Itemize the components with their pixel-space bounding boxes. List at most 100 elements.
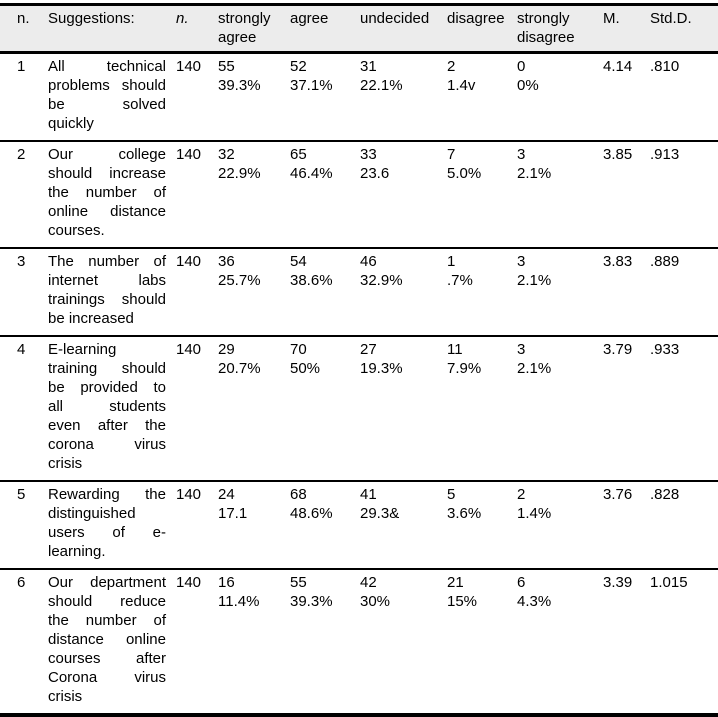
suggestions-statistics-table: n. Suggestions: n. strongly agree agree … <box>0 3 718 717</box>
percent-value: 20.7% <box>218 360 261 377</box>
header-stddev: Std.D. <box>650 10 692 27</box>
stddev-value: 1.015 <box>650 574 688 591</box>
stddev-value: .810 <box>650 58 680 75</box>
percent-value: 4.3% <box>517 593 552 610</box>
count-value: 29 <box>218 341 235 358</box>
table-row: 5 Rewarding the distinguished users of e-l… <box>0 481 718 569</box>
percent-value: 2.1% <box>517 272 552 289</box>
count-value: 3 <box>517 253 526 270</box>
percent-value: 19.3% <box>360 360 403 377</box>
strongly-disagree-cell: 0 0% <box>514 53 600 142</box>
percent-value: 23.6 <box>360 165 390 182</box>
count-value: 31 <box>360 58 377 75</box>
mean-value: 3.83 <box>603 253 633 270</box>
percent-value: 46.4% <box>290 165 333 182</box>
strongly-disagree-cell: 2 1.4% <box>514 481 600 569</box>
percent-value: 22.9% <box>218 165 261 182</box>
table-row: 4 E-learning training should be provided t… <box>0 336 718 481</box>
count-value: 0 <box>517 58 526 75</box>
undecided-cell: 31 22.1% <box>357 53 444 142</box>
count-value: 3 <box>517 341 526 358</box>
percent-value: 2.1% <box>517 165 552 182</box>
suggestion-text: Our department should reduce the number of… <box>48 574 166 705</box>
undecided-cell: 46 32.9% <box>357 248 444 336</box>
count-value: 33 <box>360 146 377 163</box>
count-value: 55 <box>218 58 235 75</box>
strongly-disagree-cell: 3 2.1% <box>514 248 600 336</box>
stddev-value: .933 <box>650 341 680 358</box>
disagree-cell: 2 1.4v <box>444 53 514 142</box>
count-value: 1 <box>447 253 456 270</box>
suggestion-text: E-learning training should be provided to a… <box>48 341 166 472</box>
count-value: 55 <box>290 574 307 591</box>
count-value: 5 <box>447 486 456 503</box>
strongly-agree-cell: 32 22.9% <box>215 141 287 248</box>
percent-value: 0% <box>517 77 539 94</box>
percent-value: 2.1% <box>517 360 552 377</box>
count-value: 65 <box>290 146 307 163</box>
sample-size: 140 <box>176 341 202 358</box>
row-number: 5 <box>17 486 26 503</box>
header-sample-size: n. <box>176 10 189 27</box>
strongly-disagree-cell: 3 2.1% <box>514 336 600 481</box>
strongly-disagree-cell: 3 2.1% <box>514 141 600 248</box>
sample-size: 140 <box>176 146 202 163</box>
percent-value: 39.3% <box>218 77 261 94</box>
sample-size: 140 <box>176 58 202 75</box>
strongly-agree-cell: 36 25.7% <box>215 248 287 336</box>
percent-value: 37.1% <box>290 77 333 94</box>
mean-value: 3.79 <box>603 341 633 358</box>
table-row: 6 Our department should reduce the number … <box>0 569 718 715</box>
table-row: 2 Our college should increase the number o… <box>0 141 718 248</box>
percent-value: 39.3% <box>290 593 333 610</box>
percent-value: .7% <box>447 272 473 289</box>
agree-cell: 70 50% <box>287 336 357 481</box>
percent-value: 15% <box>447 593 478 610</box>
count-value: 32 <box>218 146 235 163</box>
mean-value: 3.76 <box>603 486 633 503</box>
percent-value: 29.3& <box>360 505 400 522</box>
percent-value: 11.4% <box>218 593 260 610</box>
header-strongly-disagree: strongly disagree <box>517 10 575 46</box>
undecided-cell: 27 19.3% <box>357 336 444 481</box>
suggestion-text: Rewarding the distinguished users of e-lea… <box>48 486 166 560</box>
mean-value: 3.85 <box>603 146 633 163</box>
sample-size: 140 <box>176 574 202 591</box>
header-row-number: n. <box>17 10 30 27</box>
count-value: 36 <box>218 253 235 270</box>
percent-value: 38.6% <box>290 272 333 289</box>
count-value: 21 <box>447 574 464 591</box>
count-value: 68 <box>290 486 307 503</box>
count-value: 52 <box>290 58 307 75</box>
suggestion-text: The number of internet labs trainings shou… <box>48 253 166 327</box>
percent-value: 5.0% <box>447 165 482 182</box>
disagree-cell: 11 7.9% <box>444 336 514 481</box>
percent-value: 50% <box>290 360 321 377</box>
suggestion-text: All technical problems should be solved qui… <box>48 58 166 132</box>
count-value: 6 <box>517 574 526 591</box>
table-row: 3 The number of internet labs trainings sh… <box>0 248 718 336</box>
percent-value: 17.1 <box>218 505 248 522</box>
count-value: 2 <box>447 58 456 75</box>
disagree-cell: 21 15% <box>444 569 514 715</box>
header-strongly-agree: strongly agree <box>218 10 271 46</box>
percent-value: 1.4% <box>517 505 552 522</box>
mean-value: 3.39 <box>603 574 633 591</box>
undecided-cell: 33 23.6 <box>357 141 444 248</box>
disagree-cell: 5 3.6% <box>444 481 514 569</box>
percent-value: 22.1% <box>360 77 403 94</box>
strongly-disagree-cell: 6 4.3% <box>514 569 600 715</box>
agree-cell: 55 39.3% <box>287 569 357 715</box>
percent-value: 1.4v <box>447 77 476 94</box>
row-number: 3 <box>17 253 26 270</box>
count-value: 7 <box>447 146 456 163</box>
strongly-agree-cell: 55 39.3% <box>215 53 287 142</box>
count-value: 54 <box>290 253 307 270</box>
percent-value: 3.6% <box>447 505 482 522</box>
strongly-agree-cell: 29 20.7% <box>215 336 287 481</box>
suggestion-text: Our college should increase the number of o… <box>48 146 166 239</box>
count-value: 16 <box>218 574 235 591</box>
percent-value: 30% <box>360 593 391 610</box>
agree-cell: 65 46.4% <box>287 141 357 248</box>
header-suggestions: Suggestions: <box>48 10 135 27</box>
